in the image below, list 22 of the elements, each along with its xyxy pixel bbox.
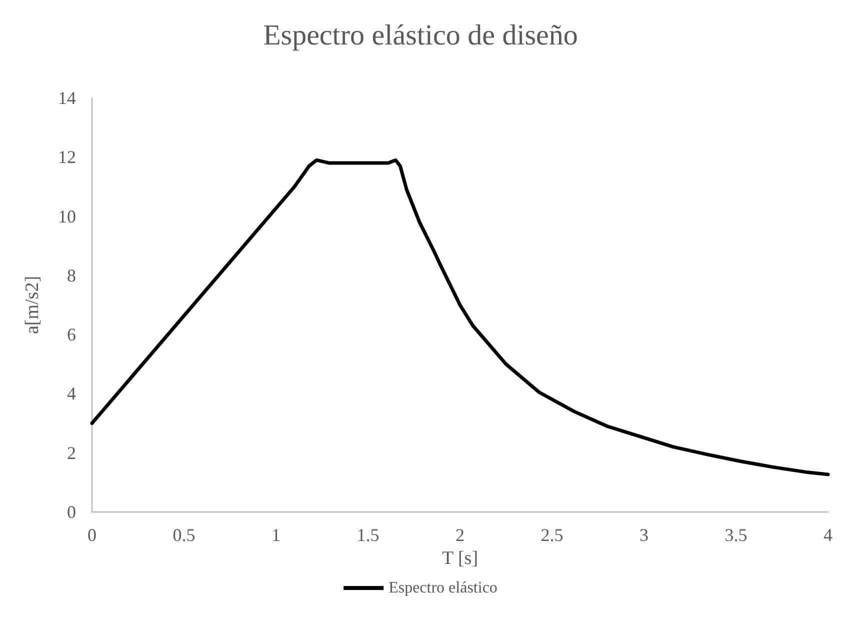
x-tick-label: 4	[824, 525, 832, 545]
y-tick-label: 4	[67, 384, 76, 404]
y-tick-label: 0	[67, 502, 76, 522]
x-tick-label: 2.5	[540, 525, 564, 545]
chart-title: Espectro elástico de diseño	[263, 20, 578, 52]
x-tick-label: 1	[272, 525, 280, 545]
y-tick-label: 12	[58, 147, 76, 168]
x-tick-label: 0.5	[172, 525, 196, 545]
y-tick-label: 8	[67, 265, 76, 286]
x-tick-label: 2	[456, 525, 464, 545]
line-series	[90, 158, 830, 476]
y-axis-title: a[m/s2]	[22, 276, 43, 334]
y-tick-label: 6	[67, 324, 76, 345]
legend-label: Espectro elástico	[388, 580, 498, 596]
x-tick-label: 3	[640, 525, 648, 545]
x-tick-label: 1.5	[356, 525, 380, 545]
y-tick-label: 2	[67, 442, 76, 463]
x-axis-title: T [s]	[442, 548, 478, 569]
y-tick-label: 14	[58, 88, 76, 108]
y-tick-label: 10	[58, 206, 76, 226]
x-tick-label: 0	[88, 525, 96, 545]
x-tick-label: 3.5	[724, 525, 748, 545]
